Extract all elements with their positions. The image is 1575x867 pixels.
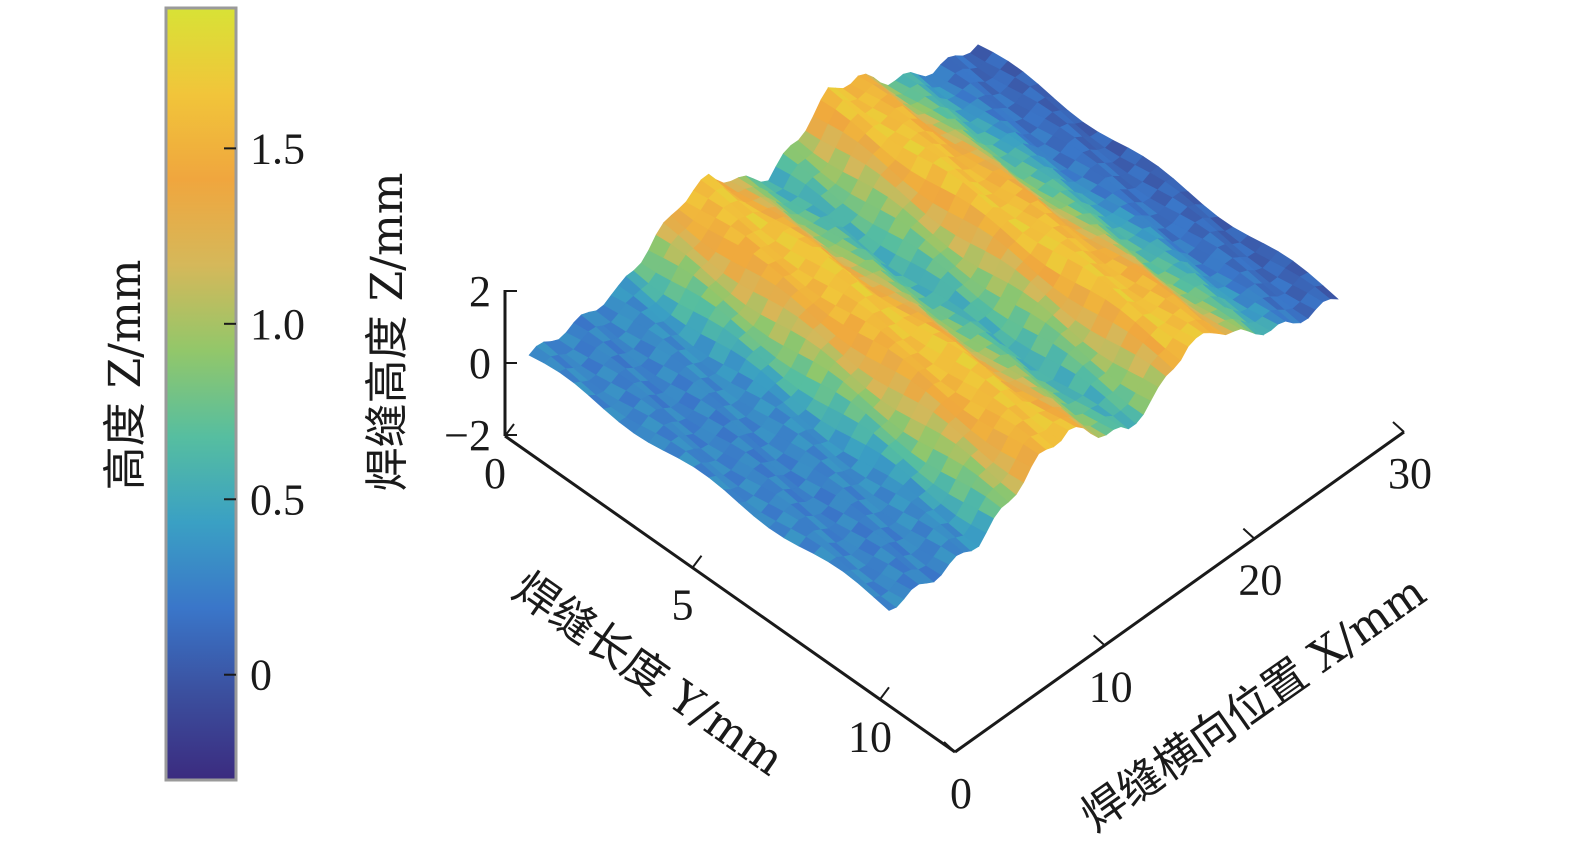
x-axis-tick-label: 20	[1238, 556, 1282, 605]
z-axis-tick-label: 2	[469, 267, 491, 316]
y-axis-tick	[879, 686, 890, 700]
colorbar-ticks: 1.5 1.0 0.5 0	[224, 124, 305, 700]
x-axis-tick	[1392, 421, 1405, 433]
z-axis-ticks: 2 0 −2	[444, 267, 517, 460]
colorbar-label: 高度 Z/mm	[100, 260, 151, 491]
y-axis-tick	[504, 423, 515, 437]
colorbar-tick-label: 1.5	[250, 124, 305, 173]
x-axis-tick	[1092, 634, 1106, 647]
x-axis-tick	[943, 741, 956, 753]
x-axis-tick-label: 30	[1388, 449, 1432, 498]
x-axis-tick	[1242, 527, 1256, 540]
z-axis-title: 焊缝高度 Z/mm	[362, 173, 413, 492]
colorbar-gradient	[164, 6, 238, 782]
surface-patch	[1314, 285, 1339, 300]
y-axis-tick	[691, 555, 703, 569]
x-axis-tick-label: 0	[950, 769, 972, 818]
y-axis-ticks: 0 5 10	[484, 423, 892, 761]
y-axis-title: 焊缝长度 Y/mm	[504, 562, 793, 786]
y-axis-tick-label: 5	[672, 581, 694, 630]
x-axis-ticks: 0 10 20 30	[943, 421, 1432, 818]
colorbar-tick-label: 1.0	[250, 300, 305, 349]
x-axis-line	[954, 430, 1405, 754]
y-axis-tick-label: 10	[848, 712, 892, 761]
surface-plot	[528, 44, 1339, 611]
z-axis-tick-label: −2	[444, 411, 491, 460]
colorbar: 1.5 1.0 0.5 0 高度 Z/mm	[100, 6, 305, 782]
y-axis-tick-label: 0	[484, 449, 506, 498]
x-axis-tick-label: 10	[1089, 662, 1133, 711]
z-axis-tick-label: 0	[469, 339, 491, 388]
colorbar-tick-label: 0.5	[250, 475, 305, 524]
colorbar-tick-label: 0	[250, 651, 272, 700]
